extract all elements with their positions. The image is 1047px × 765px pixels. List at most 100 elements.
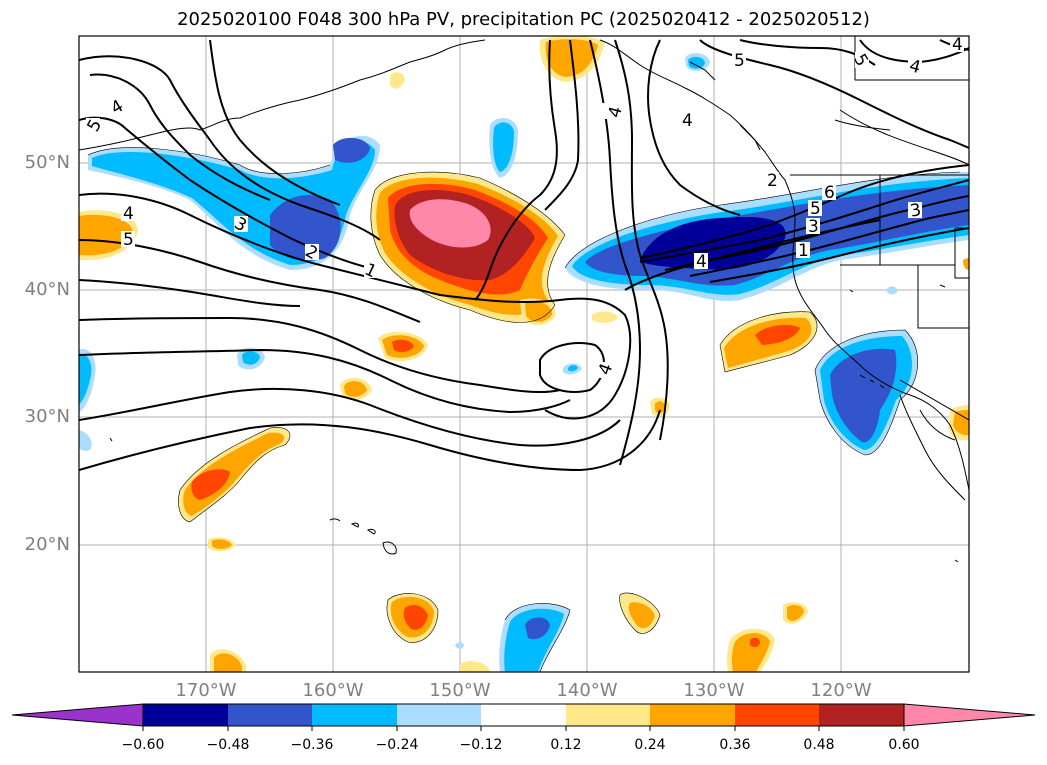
precip-blob xyxy=(460,661,490,672)
colorbar-swatch xyxy=(397,704,481,726)
colorbar-swatch xyxy=(650,704,735,726)
colorbar xyxy=(11,703,1036,731)
colorbar-label: −0.12 xyxy=(459,737,503,753)
precip-negative-areas xyxy=(79,53,969,672)
precip-outlines xyxy=(87,147,961,672)
contour-label: 4 xyxy=(605,104,627,120)
pv-contour xyxy=(79,316,561,394)
pv-contour xyxy=(79,387,621,447)
pv-contour xyxy=(474,39,558,301)
precip-blob xyxy=(392,339,414,353)
precip-positive-areas xyxy=(79,36,969,672)
colorbar-label: 0.24 xyxy=(634,737,666,753)
precip-blob xyxy=(731,633,770,672)
precip-blob xyxy=(191,469,230,500)
precip-blob xyxy=(886,286,898,295)
precip-blob xyxy=(953,410,969,436)
contour-label: 4 xyxy=(696,252,707,272)
pv-contour xyxy=(689,209,969,277)
lat-label-30n: 30°N xyxy=(24,406,70,427)
colorbar-swatch xyxy=(143,704,228,726)
pv-contour xyxy=(79,192,632,420)
precip-blob xyxy=(755,324,800,345)
colorbar-label: −0.36 xyxy=(290,737,334,753)
colorbar-label: 0.48 xyxy=(803,737,835,753)
colorbar-label: −0.48 xyxy=(206,737,250,753)
lon-label-150w: 150°W xyxy=(429,680,491,701)
precip-blob xyxy=(270,195,341,261)
precip-blob xyxy=(655,401,665,414)
colorbar-extend-high xyxy=(903,703,1036,727)
precip-blob xyxy=(344,381,367,397)
pv-contour xyxy=(79,279,301,307)
colorbar-label: 0.36 xyxy=(719,737,751,753)
lon-label-120w: 120°W xyxy=(810,680,872,701)
contour-label: 4 xyxy=(907,56,923,78)
precip-blob xyxy=(212,539,232,549)
lon-label-140w: 140°W xyxy=(556,680,618,701)
precip-blob xyxy=(333,137,370,163)
pv-contour xyxy=(79,55,381,241)
pv-contour xyxy=(614,39,669,441)
contour-label: 4 xyxy=(682,111,693,131)
precip-blob xyxy=(79,214,133,256)
colorbar-extend-low xyxy=(11,703,144,727)
contour-label: 5 xyxy=(734,51,745,71)
precip-blob xyxy=(493,122,514,172)
precip-blob xyxy=(628,602,655,629)
precip-blob xyxy=(79,430,92,451)
contour-label: 4 xyxy=(108,96,127,119)
contour-label: 2 xyxy=(767,171,778,191)
colorbar-swatch xyxy=(228,704,312,726)
colorbar-swatch xyxy=(312,704,397,726)
precip-blob xyxy=(750,637,760,648)
lon-label-130w: 130°W xyxy=(683,680,745,701)
precip-blob xyxy=(688,56,705,69)
precip-blob xyxy=(525,617,550,640)
lat-label-50n: 50°N xyxy=(24,152,70,173)
lon-label-170w: 170°W xyxy=(175,680,237,701)
islands xyxy=(109,61,959,563)
precip-blob xyxy=(525,301,552,322)
colorbar-label: −0.24 xyxy=(375,737,419,753)
precip-blob xyxy=(963,258,969,270)
colorbar-label: −0.60 xyxy=(121,737,165,753)
colorbar-swatch xyxy=(566,704,650,726)
pv-contour xyxy=(624,219,881,291)
pv-contour xyxy=(79,409,661,472)
colorbar-swatch xyxy=(735,704,819,726)
precip-blob xyxy=(592,311,618,323)
precip-blob xyxy=(214,653,242,672)
pv-contour xyxy=(709,227,969,283)
contour-label: 5 xyxy=(810,199,821,219)
lat-label-20n: 20°N xyxy=(24,534,70,555)
colorbar-swatch xyxy=(481,704,566,726)
precip-blob xyxy=(787,604,804,621)
colorbar-swatch xyxy=(819,704,904,726)
pv-contour xyxy=(89,73,271,201)
contour-label: 3 xyxy=(808,217,819,237)
precip-blob xyxy=(390,72,405,89)
pv-contour xyxy=(79,239,421,323)
colorbar-label: 0.12 xyxy=(550,737,582,753)
contour-label: 1 xyxy=(798,241,809,261)
precip-blob xyxy=(403,604,428,630)
pv-contour xyxy=(79,348,571,414)
plot-frame xyxy=(78,35,970,673)
precip-blob xyxy=(79,354,92,404)
precip-blob xyxy=(455,642,464,649)
lon-label-160w: 160°W xyxy=(302,680,364,701)
precip-blob xyxy=(830,348,897,443)
precip-blob xyxy=(409,199,491,248)
lat-label-40n: 40°N xyxy=(24,279,70,300)
contour-label: 3 xyxy=(909,200,923,222)
colorbar-label: 0.60 xyxy=(888,737,920,753)
contour-label: 5 xyxy=(123,230,134,250)
pv-contour xyxy=(639,164,969,259)
precip-blob xyxy=(568,365,578,372)
pv-contour xyxy=(209,39,341,206)
map-title: 2025020100 F048 300 hPa PV, precipitatio… xyxy=(177,9,870,30)
precip-blob xyxy=(242,351,260,365)
contour-label: 4 xyxy=(952,35,963,55)
